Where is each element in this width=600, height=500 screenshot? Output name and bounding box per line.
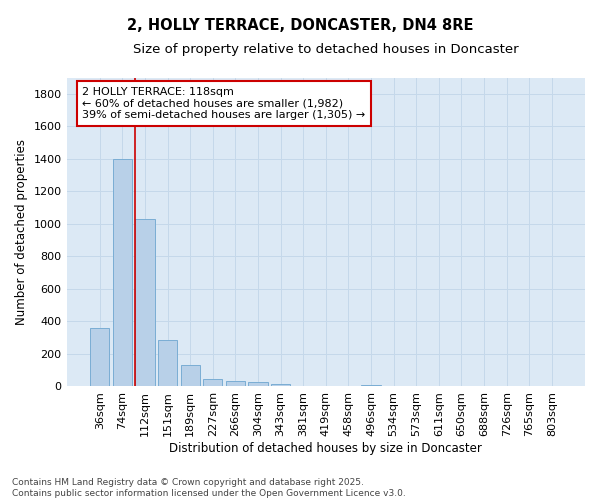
Text: 2 HOLLY TERRACE: 118sqm
← 60% of detached houses are smaller (1,982)
39% of semi: 2 HOLLY TERRACE: 118sqm ← 60% of detache…	[82, 87, 365, 120]
Bar	[136, 219, 155, 386]
Text: 2, HOLLY TERRACE, DONCASTER, DN4 8RE: 2, HOLLY TERRACE, DONCASTER, DN4 8RE	[127, 18, 473, 32]
Text: Contains HM Land Registry data © Crown copyright and database right 2025.
Contai: Contains HM Land Registry data © Crown c…	[12, 478, 406, 498]
Y-axis label: Number of detached properties: Number of detached properties	[15, 139, 28, 325]
Bar	[90, 328, 109, 386]
Bar	[113, 159, 132, 386]
X-axis label: Distribution of detached houses by size in Doncaster: Distribution of detached houses by size …	[169, 442, 482, 455]
Bar	[248, 382, 268, 386]
Bar	[271, 384, 290, 386]
Bar	[181, 364, 200, 386]
Bar	[158, 340, 177, 386]
Title: Size of property relative to detached houses in Doncaster: Size of property relative to detached ho…	[133, 42, 518, 56]
Bar	[226, 381, 245, 386]
Bar	[203, 379, 223, 386]
